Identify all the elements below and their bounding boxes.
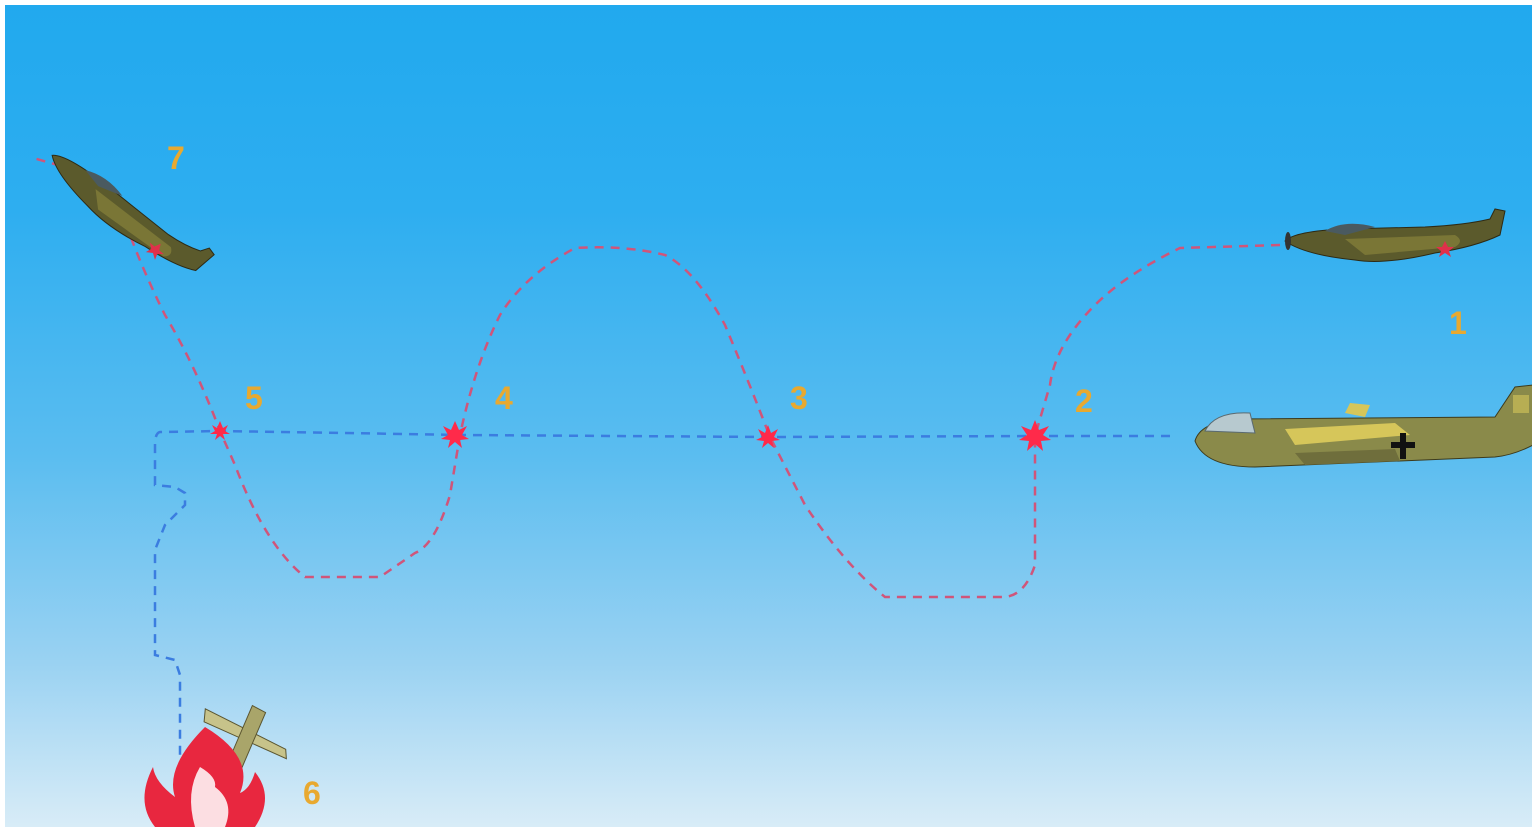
bomber-flight-path	[153, 429, 1170, 775]
step-number-7: 7	[167, 140, 185, 176]
diagram-canvas: 1 2 3 4 5 6 7	[5, 5, 1532, 827]
step-number-1: 1	[1449, 305, 1467, 341]
step-number-5: 5	[245, 380, 263, 416]
step-number-6: 6	[303, 775, 321, 811]
hit-burst-5	[210, 421, 230, 440]
fighter-plane-icon	[1284, 208, 1506, 262]
fighter-plane-icon-climbing	[51, 154, 215, 272]
step-number-3: 3	[790, 380, 808, 416]
fighter-attack-path	[29, 155, 1281, 599]
bomber-plane-icon	[1194, 384, 1532, 468]
hit-burst-3	[756, 425, 780, 448]
diagram-svg	[29, 154, 1532, 827]
step-number-4: 4	[495, 380, 513, 416]
step-number-2: 2	[1075, 383, 1093, 419]
fire-icon	[144, 727, 265, 827]
hit-burst-4	[441, 421, 469, 448]
hit-burst-2	[1019, 420, 1051, 451]
